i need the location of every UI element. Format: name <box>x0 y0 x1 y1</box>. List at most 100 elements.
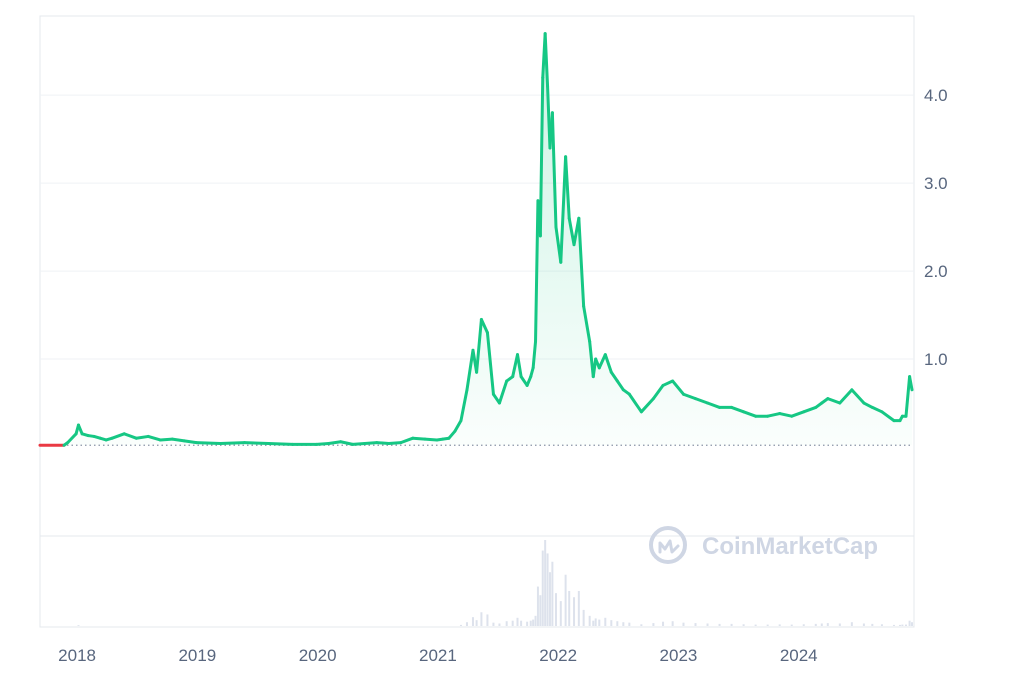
volume-bar <box>480 612 483 626</box>
volume-bar <box>534 615 537 626</box>
price-segment <box>627 392 643 414</box>
price-segment <box>465 348 475 392</box>
price-segment <box>194 441 222 445</box>
price-segment <box>411 436 427 441</box>
price-segment <box>908 375 914 392</box>
volume-bar <box>790 624 793 626</box>
price-segment <box>559 155 568 264</box>
price-segment <box>681 392 698 401</box>
price-segment <box>603 353 613 374</box>
volume-bar <box>568 590 571 626</box>
price-segment <box>122 432 138 440</box>
volume-bar <box>516 617 519 626</box>
price-segment <box>515 353 523 379</box>
volume-bar <box>539 595 542 626</box>
price-segment <box>525 375 533 387</box>
price-segment <box>766 412 782 418</box>
volume-bar <box>904 624 907 626</box>
price-line <box>38 32 914 447</box>
price-segment <box>778 412 794 418</box>
volume-bar <box>778 624 781 626</box>
x-tick-label: 2019 <box>178 646 216 665</box>
price-segment <box>146 434 162 442</box>
price-segment <box>567 216 576 247</box>
price-segment <box>802 405 818 414</box>
volume-bar <box>588 615 591 626</box>
area-fill <box>40 33 912 446</box>
price-segment <box>218 441 246 445</box>
price-segment <box>538 76 545 238</box>
volume-bar <box>511 620 514 626</box>
volume-bar <box>471 617 474 626</box>
volume-bar <box>898 624 901 626</box>
volume-bar <box>604 617 607 626</box>
price-segment <box>453 419 463 433</box>
price-segment <box>339 440 355 446</box>
volume-bar <box>682 622 685 626</box>
volume-bar <box>546 553 549 626</box>
price-segment <box>534 199 540 343</box>
price-segment <box>850 388 866 405</box>
plot-frame <box>39 15 915 628</box>
price-segment <box>387 441 403 445</box>
price-segment <box>485 331 495 396</box>
price-segment <box>242 441 271 445</box>
price-segment <box>170 437 186 443</box>
x-tick-label: 2018 <box>58 646 96 665</box>
volume-bar <box>526 621 529 626</box>
price-segment <box>742 410 758 418</box>
volume-bar <box>529 620 532 626</box>
price-segment <box>870 405 884 414</box>
price-segment <box>497 379 509 405</box>
volume-bar <box>820 623 823 626</box>
price-segment <box>543 32 550 88</box>
price-segment <box>706 401 722 409</box>
volume-bar <box>548 572 551 626</box>
price-segment <box>639 397 655 414</box>
volume-bars <box>77 540 913 626</box>
volume-bar <box>498 623 501 626</box>
volume-bar <box>862 623 865 626</box>
volume-bar <box>814 623 817 626</box>
x-tick-label: 2023 <box>660 646 698 665</box>
price-segment <box>267 441 295 446</box>
volume-bar <box>652 623 655 626</box>
price-segment <box>375 441 391 445</box>
volume-bar <box>532 619 535 626</box>
price-segment <box>351 441 367 446</box>
volume-bar <box>492 622 495 626</box>
price-segment <box>582 304 592 343</box>
price-segment <box>327 440 343 445</box>
price-area <box>40 33 912 446</box>
price-segment <box>790 410 806 418</box>
price-segment <box>66 432 78 445</box>
volume-bar <box>465 622 468 626</box>
price-segment <box>447 429 457 440</box>
volume-bar <box>594 618 597 626</box>
price-segment <box>158 437 174 442</box>
watermark: CoinMarketCap <box>649 526 878 564</box>
price-segment <box>694 397 710 405</box>
y-tick-label: 1.0 <box>924 350 948 369</box>
price-segment <box>479 317 489 335</box>
price-segment <box>550 111 558 229</box>
price-segment <box>529 366 535 379</box>
volume-bar <box>694 623 697 626</box>
price-segment <box>182 439 198 445</box>
price-segment <box>671 379 685 396</box>
volume-bar <box>901 624 904 626</box>
y-tick-label: 3.0 <box>924 174 948 193</box>
watermark-text: CoinMarketCap <box>702 533 878 560</box>
volume-bar <box>551 561 554 626</box>
volume-bar <box>77 625 80 626</box>
volume-bar <box>622 622 625 626</box>
price-segment <box>597 353 607 370</box>
price-segment <box>76 423 84 436</box>
volume-bar <box>582 609 585 626</box>
volume-bar <box>559 601 562 626</box>
price-segment <box>661 379 675 387</box>
volume-bar <box>486 614 489 626</box>
y-tick-label: 4.0 <box>924 86 948 105</box>
